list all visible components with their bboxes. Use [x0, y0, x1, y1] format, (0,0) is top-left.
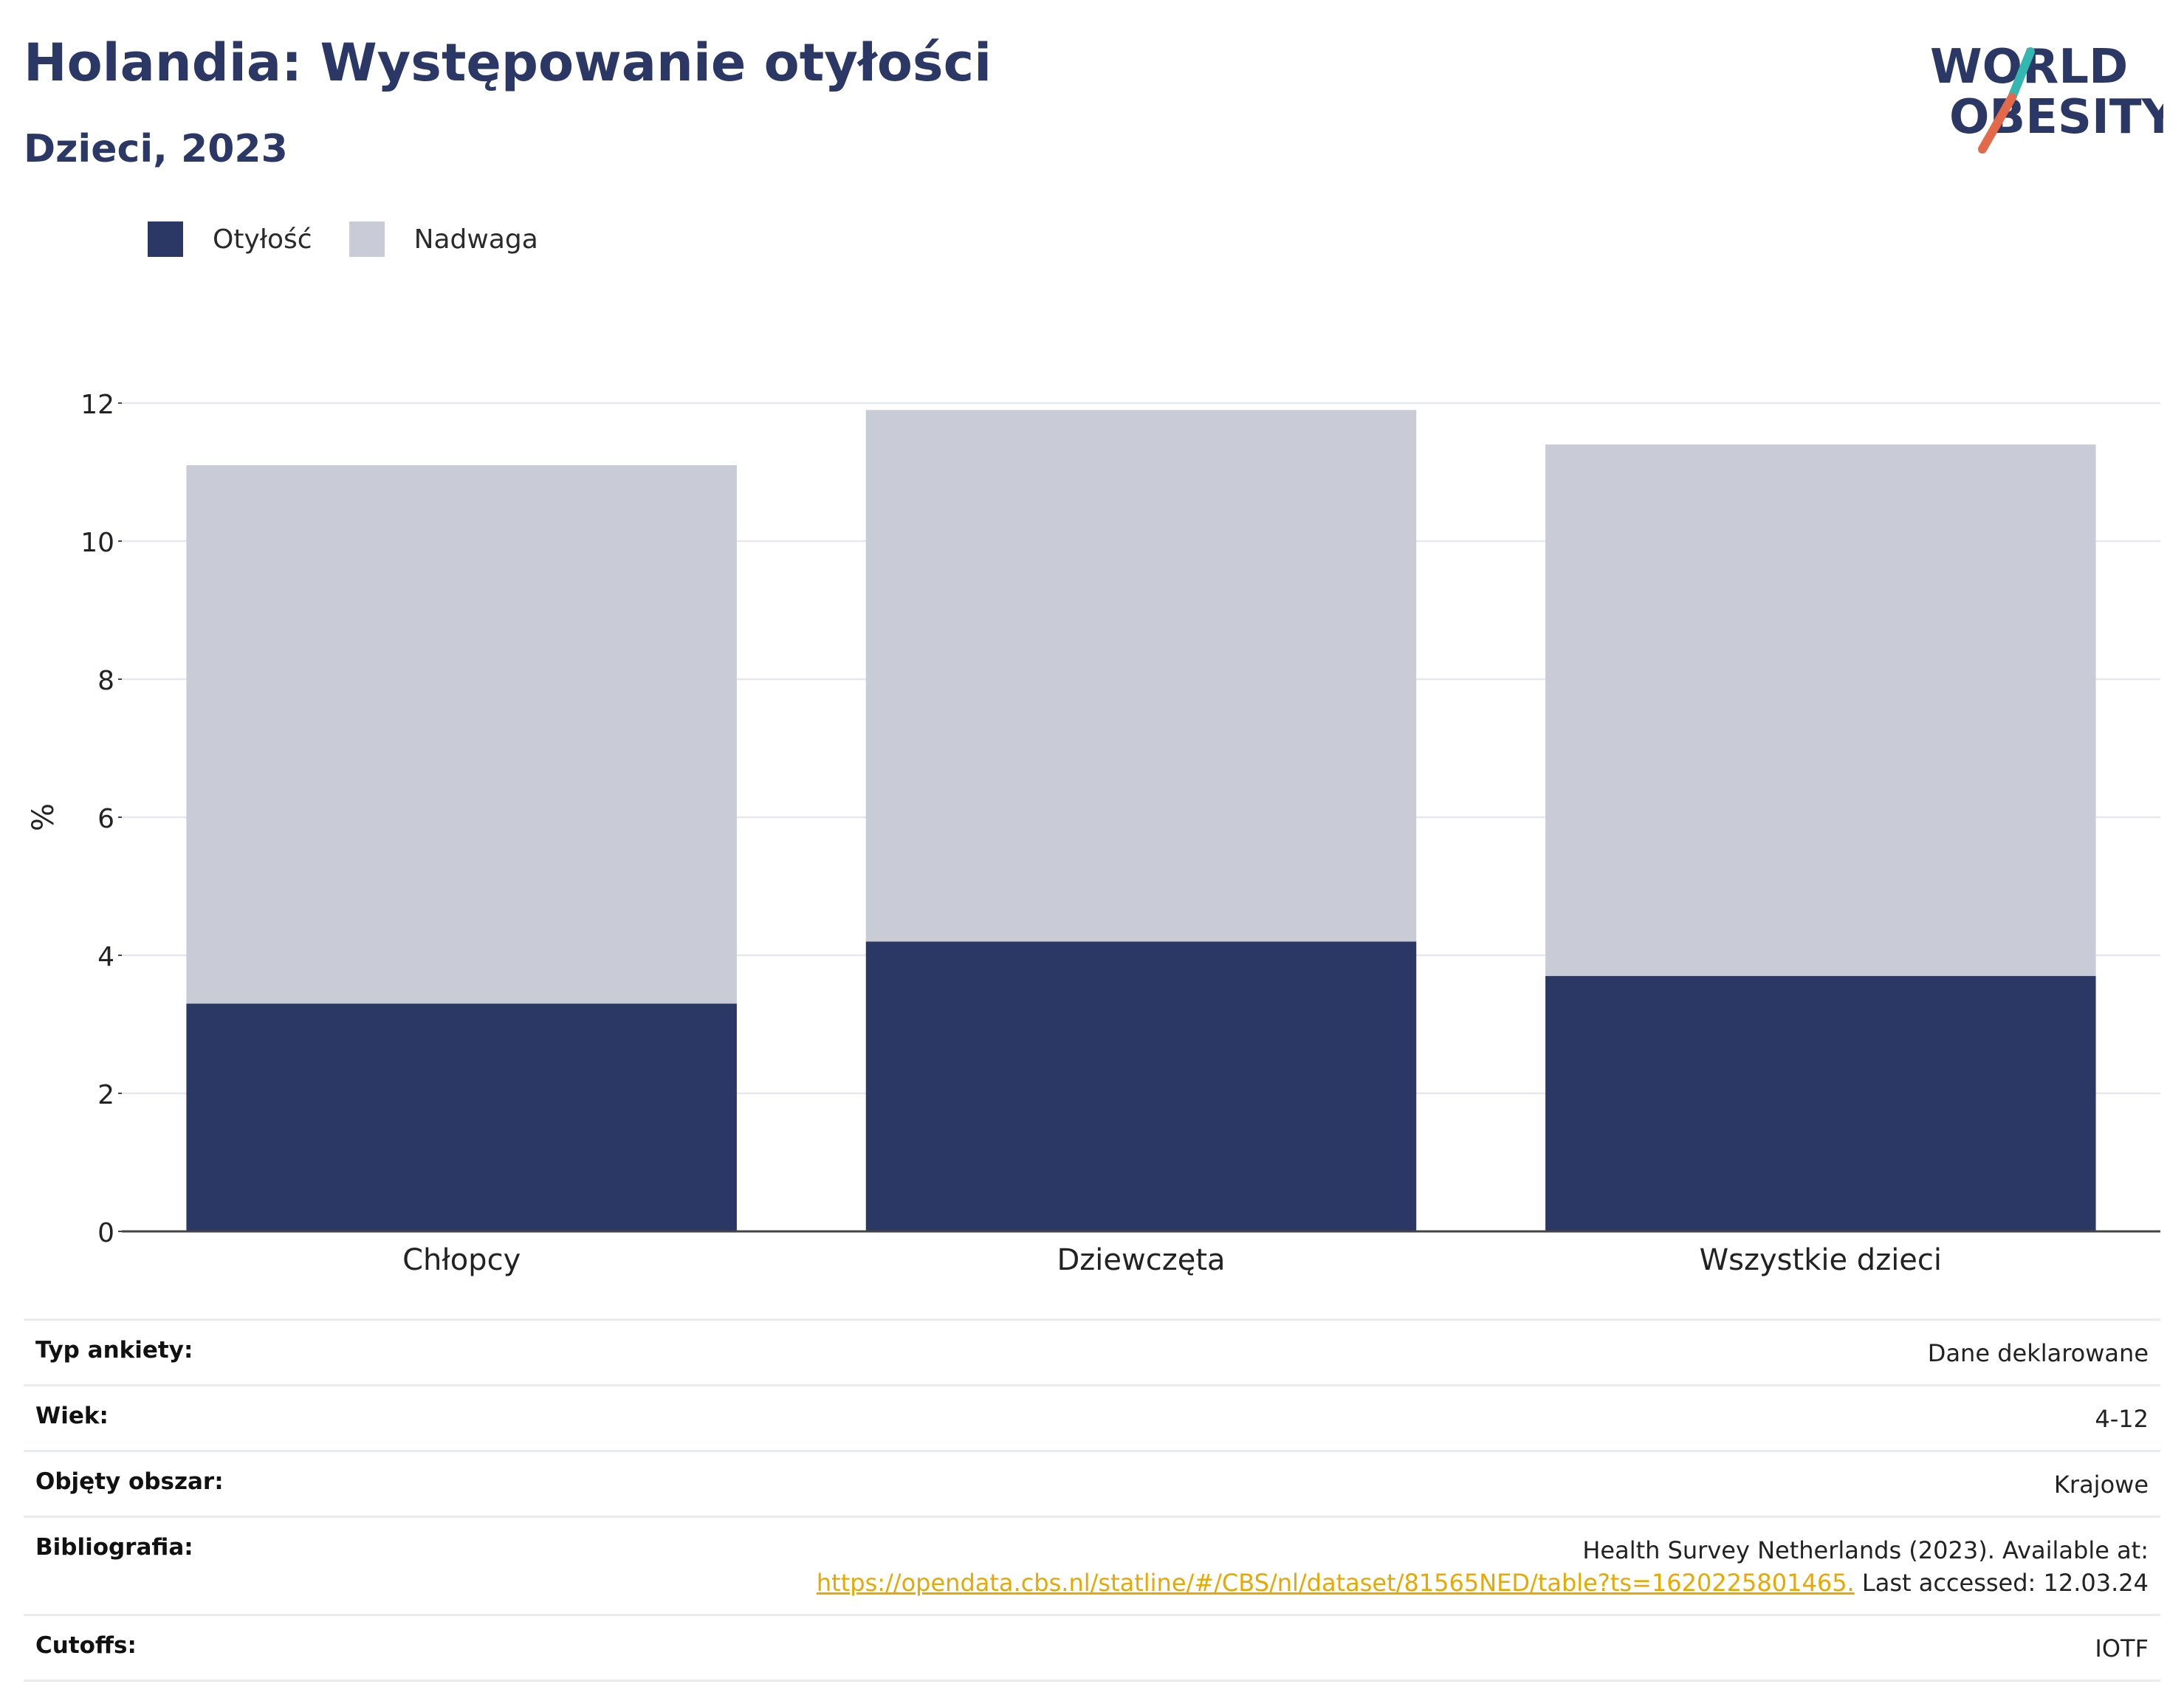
page-subtitle: Dzieci, 2023 [24, 127, 288, 171]
bibliography-text: Health Survey Netherlands (2023). Availa… [1582, 1536, 2149, 1564]
y-tick-label: 0 [97, 1218, 114, 1248]
y-tick-label: 10 [80, 528, 114, 558]
meta-value-age: 4-12 [2095, 1405, 2149, 1433]
meta-row-coverage: Objęty obszar: Krajowe [24, 1450, 2160, 1516]
meta-row-bibliography: Bibliografia: Health Survey Netherlands … [24, 1516, 2160, 1614]
bar-obesity[interactable] [186, 1003, 737, 1231]
chart-legend: Otyłość Nadwaga [148, 220, 575, 258]
x-tick-label: Wszystkie dzieci [1700, 1243, 1942, 1277]
legend-swatch-obesity [148, 221, 183, 257]
x-tick-label: Dziewczęta [1057, 1243, 1225, 1277]
legend-item-overweight[interactable]: Nadwaga [348, 221, 538, 257]
meta-value-coverage: Krajowe [2053, 1471, 2149, 1499]
meta-label-bibliography: Bibliografia: [35, 1534, 193, 1561]
meta-label-cutoffs: Cutoffs: [35, 1632, 137, 1659]
legend-item-obesity[interactable]: Otyłość [148, 221, 312, 257]
bar-overweight[interactable] [865, 410, 1417, 942]
y-tick-label: 8 [97, 666, 114, 696]
y-tick-label: 2 [97, 1080, 114, 1110]
y-axis-label: % [27, 803, 61, 831]
bar-overweight[interactable] [1545, 444, 2096, 977]
meta-row-cutoffs: Cutoffs: IOTF [24, 1614, 2160, 1682]
meta-label-age: Wiek: [35, 1403, 109, 1429]
metadata-table: Typ ankiety: Dane deklarowane Wiek: 4-12… [24, 1318, 2160, 1682]
legend-swatch-overweight [348, 221, 385, 257]
bar-obesity[interactable] [1545, 976, 2096, 1231]
bibliography-accessed: Last accessed: 12.03.24 [1854, 1569, 2149, 1597]
page-title: Holandia: Występowanie otyłości [24, 32, 992, 93]
meta-value-cutoffs: IOTF [2095, 1634, 2149, 1663]
x-tick-label: Chłopcy [402, 1243, 521, 1277]
y-tick-label: 6 [97, 804, 114, 834]
world-obesity-logo: WORLD OBESITY [1930, 40, 2163, 154]
logo-line-2: OBESITY [1949, 90, 2163, 145]
meta-label-survey-type: Typ ankiety: [35, 1337, 193, 1364]
axes: 0 2 4 6 8 10 12% Chłopcy Dziewczęta Wszystkie dzi… [27, 390, 2160, 1277]
bibliography-link[interactable]: https://opendata.cbs.nl/statline/#/CBS/n… [816, 1569, 1855, 1597]
bar-obesity[interactable] [865, 941, 1417, 1231]
meta-value-bibliography: Health Survey Netherlands (2023). Availa… [817, 1534, 2149, 1599]
bar-chart: 0 2 4 6 8 10 12% Chłopcy Dziewczęta Wszystkie dzi… [27, 390, 2160, 1277]
y-tick-label: 12 [80, 390, 114, 420]
bars [186, 410, 2096, 1231]
y-tick-label: 4 [97, 942, 114, 972]
legend-label-overweight: Nadwaga [413, 224, 538, 255]
meta-row-survey-type: Typ ankiety: Dane deklarowane [24, 1318, 2160, 1384]
meta-row-age: Wiek: 4-12 [24, 1384, 2160, 1450]
legend-label-obesity: Otyłość [213, 224, 312, 255]
bar-overweight[interactable] [186, 465, 737, 1004]
meta-value-survey-type: Dane deklarowane [1927, 1339, 2149, 1367]
logo-slash-orange [1978, 93, 2016, 154]
logo-slash-teal [2008, 47, 2035, 102]
meta-label-coverage: Objęty obszar: [35, 1468, 224, 1495]
